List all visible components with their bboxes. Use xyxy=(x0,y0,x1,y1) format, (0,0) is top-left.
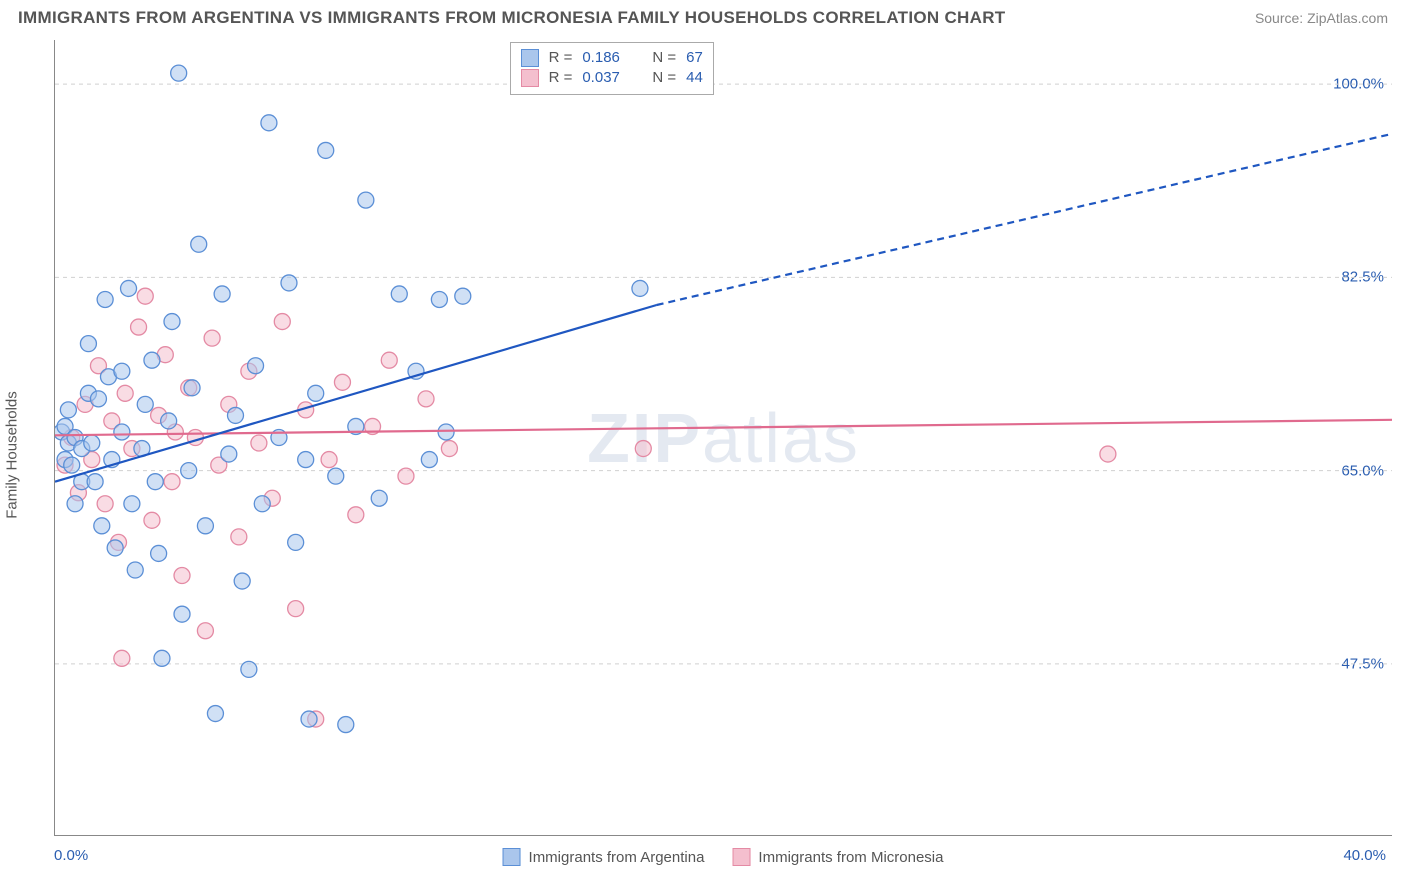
legend-label: Immigrants from Argentina xyxy=(529,849,705,866)
x-axis: 0.0% Immigrants from Argentina Immigrant… xyxy=(54,840,1392,870)
bottom-legend: Immigrants from Argentina Immigrants fro… xyxy=(503,848,944,866)
scatter-plot: ZIPatlas 47.5%65.0%82.5%100.0%R = 0.186 … xyxy=(54,40,1392,836)
top-legend-row: R = 0.186 N = 67 xyxy=(521,48,703,68)
legend-item-argentina: Immigrants from Argentina xyxy=(503,848,705,866)
swatch-icon xyxy=(732,848,750,866)
swatch-icon xyxy=(503,848,521,866)
y-axis-label: Family Households xyxy=(4,391,21,519)
chart-container: Family Households ZIPatlas 47.5%65.0%82.… xyxy=(18,40,1392,870)
top-legend: R = 0.186 N = 67R = 0.037 N = 44 xyxy=(510,42,714,95)
legend-label: Immigrants from Micronesia xyxy=(758,849,943,866)
swatch-icon xyxy=(521,69,539,87)
top-legend-row: R = 0.037 N = 44 xyxy=(521,68,703,88)
source-label: Source: ZipAtlas.com xyxy=(1255,10,1388,26)
x-max-label: 40.0% xyxy=(1343,847,1386,864)
page-title: IMMIGRANTS FROM ARGENTINA VS IMMIGRANTS … xyxy=(18,8,1005,28)
swatch-icon xyxy=(521,49,539,67)
legend-item-micronesia: Immigrants from Micronesia xyxy=(732,848,943,866)
x-min-label: 0.0% xyxy=(54,847,88,864)
